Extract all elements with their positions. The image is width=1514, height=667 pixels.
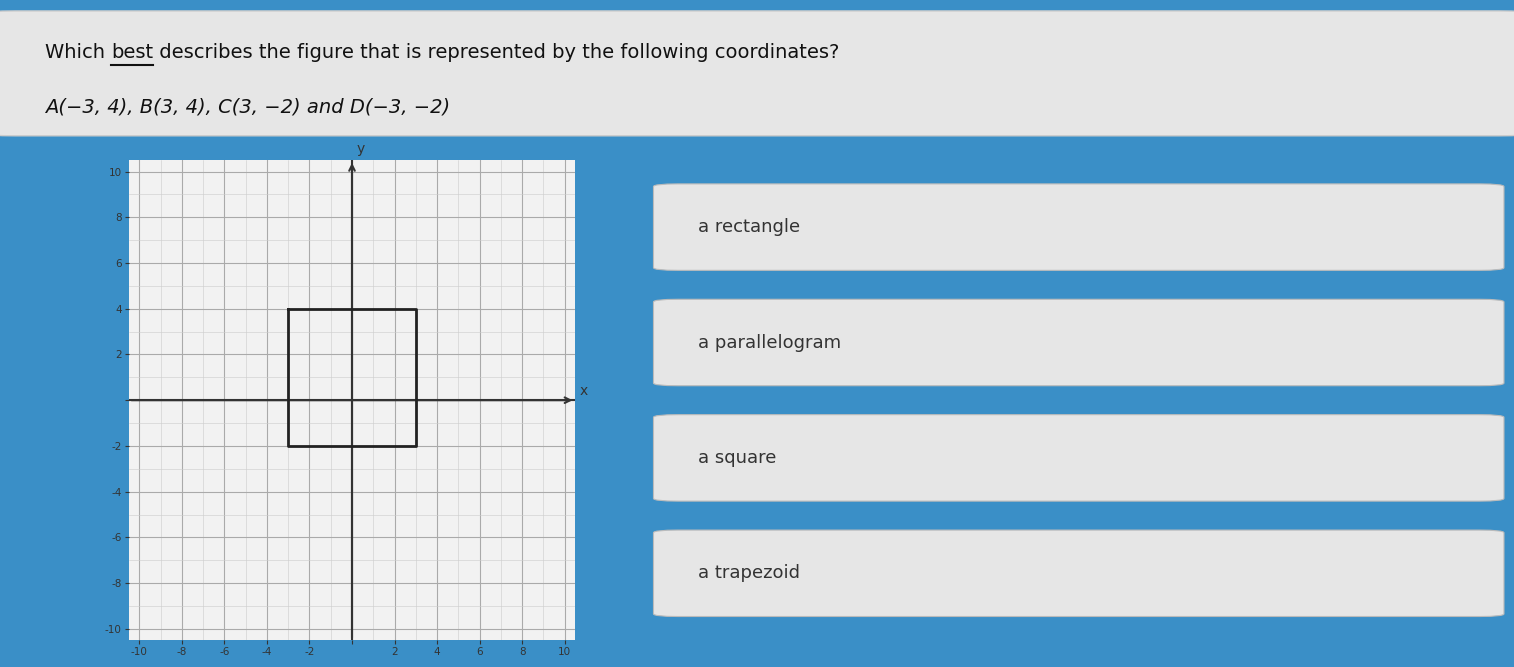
Text: x: x [580,384,587,398]
Text: a square: a square [698,449,777,467]
Text: describes the figure that is represented by the following coordinates?: describes the figure that is represented… [153,43,840,62]
FancyBboxPatch shape [654,299,1503,386]
FancyBboxPatch shape [654,184,1503,270]
Text: a parallelogram: a parallelogram [698,334,842,352]
FancyBboxPatch shape [0,11,1514,136]
FancyBboxPatch shape [654,415,1503,501]
Text: A(−3, 4), B(3, 4), C(3, −2) and D(−3, −2): A(−3, 4), B(3, 4), C(3, −2) and D(−3, −2… [45,97,450,116]
Text: y: y [356,141,365,155]
Text: Which: Which [45,43,111,62]
Text: a rectangle: a rectangle [698,218,801,236]
Text: a trapezoid: a trapezoid [698,564,799,582]
FancyBboxPatch shape [654,530,1503,616]
Text: best: best [111,43,153,62]
